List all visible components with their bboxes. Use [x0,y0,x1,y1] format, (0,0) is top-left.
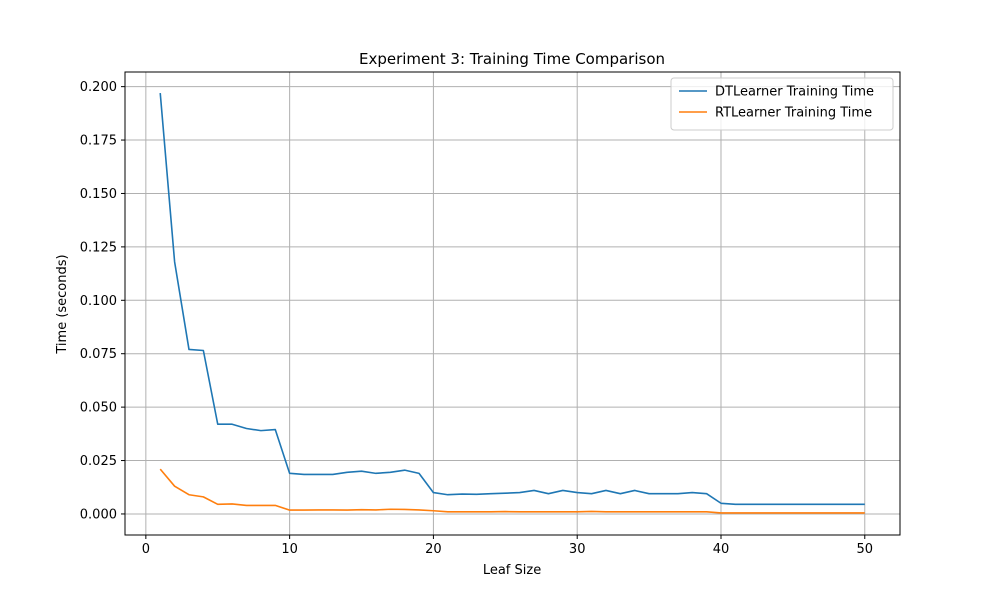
series-line-dtlearner [159,92,865,506]
y-tick-label: 0.025 [80,454,117,469]
x-axis-label: Leaf Size [483,563,541,578]
legend: DTLearner Training Time RTLearner Trainin… [670,77,894,131]
x-tick-label: 10 [281,542,298,557]
x-tick-label: 40 [713,542,730,557]
x-tick-label: 50 [856,542,873,557]
x-axis-ticks: 0 10 20 30 40 50 [142,535,873,557]
y-tick-label: 0.075 [80,347,117,362]
series-line-rtlearner [159,468,865,514]
series-lines [159,92,865,514]
x-tick-label: 20 [425,542,442,557]
y-axis-ticks: 0.000 0.025 0.050 0.075 0.100 0.125 0.150 0.175… [80,80,125,522]
y-tick-label: 0.150 [80,187,117,202]
y-tick-label: 0.125 [80,240,117,255]
legend-label-dtlearner: DTLearner Training Time [715,85,874,100]
x-tick-label: 0 [142,542,150,557]
y-tick-label: 0.175 [80,134,117,149]
y-tick-label: 0.000 [80,507,117,522]
y-tick-label: 0.100 [80,294,117,309]
chart-title: Experiment 3: Training Time Comparison [359,50,665,68]
y-tick-label: 0.200 [80,80,117,95]
y-axis-label: Time (seconds) [55,254,70,354]
plot-frame [124,71,901,536]
y-tick-label: 0.050 [80,401,117,416]
legend-box [670,77,894,131]
legend-label-rtlearner: RTLearner Training Time [715,106,872,121]
x-tick-label: 30 [569,542,586,557]
grid [125,72,900,535]
